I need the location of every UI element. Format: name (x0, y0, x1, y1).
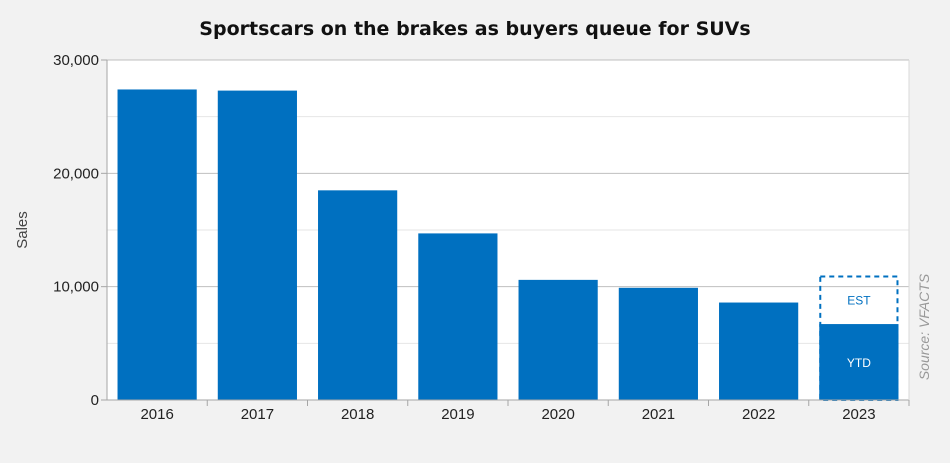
bar-2017 (217, 90, 297, 400)
x-tick-label: 2017 (241, 406, 274, 423)
bar-inner-label: YTD (847, 356, 871, 370)
bar-2021 (618, 287, 698, 400)
y-tick-label: 30,000 (53, 52, 99, 69)
x-tick-label: 2023 (842, 406, 875, 423)
bar-2019 (418, 233, 498, 400)
x-tick-label: 2016 (140, 406, 173, 423)
chart-title: Sportscars on the brakes as buyers queue… (199, 18, 751, 40)
bar-2018 (318, 190, 398, 400)
bar-2023 (819, 324, 899, 400)
y-tick-label: 20,000 (53, 165, 99, 182)
x-tick-label: 2021 (642, 406, 675, 423)
y-tick-label: 10,000 (53, 279, 99, 296)
estimate-label: EST (847, 293, 871, 307)
y-axis-title: Sales (14, 211, 31, 249)
x-tick-label: 2018 (341, 406, 374, 423)
bar-2020 (518, 279, 598, 400)
x-tick-label: 2022 (742, 406, 775, 423)
bar-2016 (117, 89, 197, 400)
bar-2022 (719, 302, 799, 400)
x-tick-label: 2020 (541, 406, 574, 423)
x-tick-label: 2019 (441, 406, 474, 423)
source-note: Source: VFACTS (916, 273, 932, 380)
y-tick-label: 0 (91, 392, 99, 409)
